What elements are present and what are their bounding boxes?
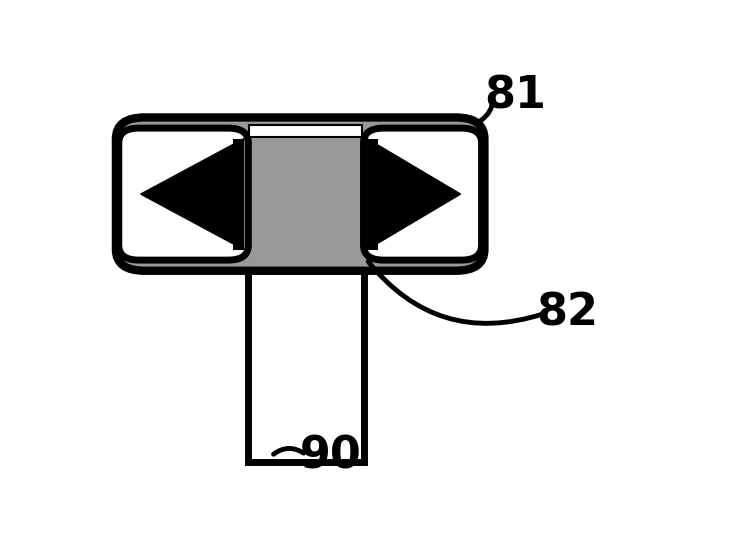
Bar <box>233 139 244 249</box>
FancyBboxPatch shape <box>119 128 248 260</box>
Bar <box>250 125 363 137</box>
FancyBboxPatch shape <box>116 117 484 271</box>
Polygon shape <box>140 139 244 249</box>
FancyBboxPatch shape <box>363 128 481 260</box>
Text: 81: 81 <box>484 75 546 118</box>
Bar <box>367 139 377 249</box>
Polygon shape <box>367 139 461 249</box>
Text: 90: 90 <box>300 435 362 477</box>
Text: 82: 82 <box>536 292 598 335</box>
Bar <box>248 271 363 462</box>
